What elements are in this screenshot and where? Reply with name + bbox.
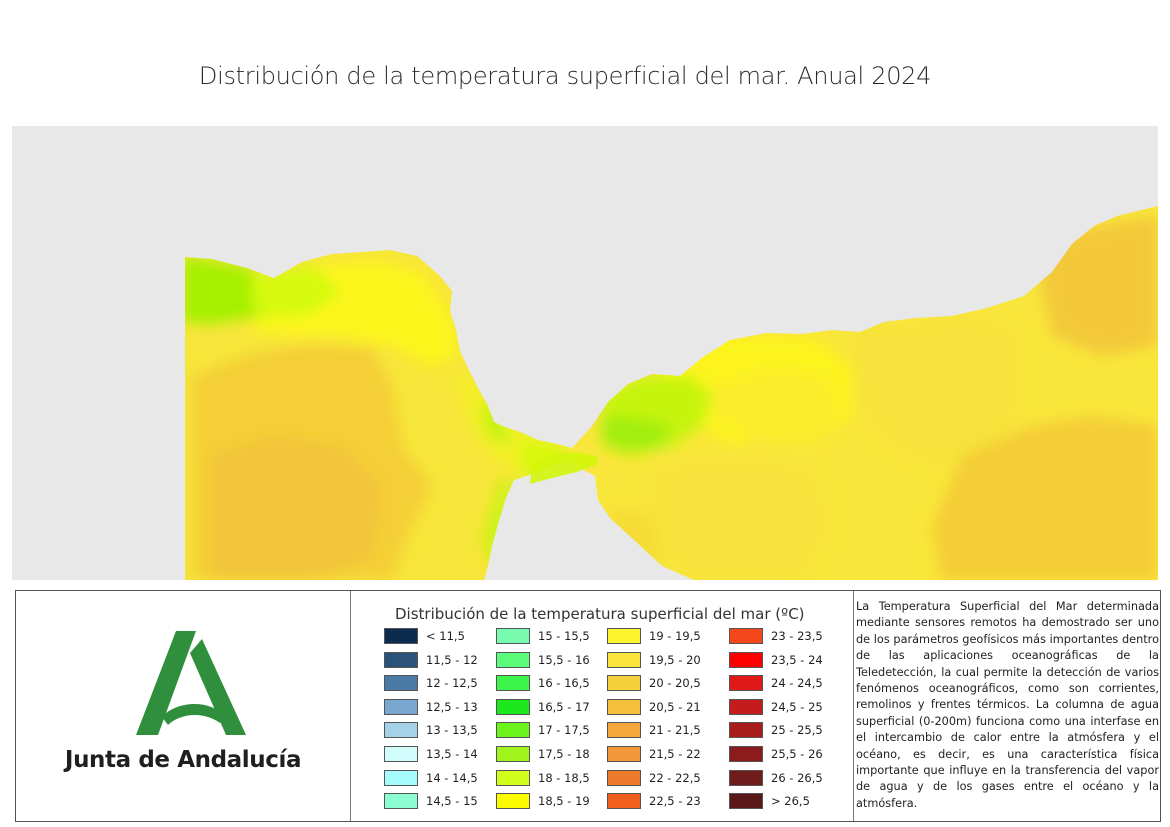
legend-swatch bbox=[496, 698, 530, 715]
legend-label: 16 - 16,5 bbox=[538, 676, 590, 691]
legend-swatch bbox=[384, 769, 418, 786]
legend-label: 13 - 13,5 bbox=[426, 723, 478, 738]
legend-label: 25 - 25,5 bbox=[771, 723, 823, 738]
legend-swatch bbox=[607, 769, 641, 786]
legend-swatch bbox=[496, 746, 530, 762]
legend: Distribución de la temperatura superfici… bbox=[351, 591, 854, 821]
legend-swatch bbox=[496, 651, 530, 668]
legend-label: 20,5 - 21 bbox=[649, 699, 701, 714]
legend-swatch bbox=[729, 769, 763, 786]
legend-swatch bbox=[607, 698, 641, 715]
legend-label: 17,5 - 18 bbox=[538, 747, 590, 761]
legend-swatch bbox=[384, 746, 418, 762]
legend-label: > 26,5 bbox=[771, 794, 810, 809]
legend-label: 11,5 - 12 bbox=[426, 652, 478, 667]
legend-label: 14,5 - 15 bbox=[426, 794, 478, 809]
legend-swatch bbox=[729, 722, 763, 739]
legend-swatch bbox=[607, 675, 641, 692]
legend-label: 18,5 - 19 bbox=[538, 794, 590, 809]
legend-label: 14 - 14,5 bbox=[426, 770, 478, 785]
description-block: La Temperatura Superficial del Mar deter… bbox=[854, 591, 1160, 821]
legend-label: 23,5 - 24 bbox=[771, 652, 823, 667]
legend-swatch bbox=[384, 793, 418, 810]
legend-swatch bbox=[384, 628, 418, 644]
legend-label: 21 - 21,5 bbox=[649, 723, 701, 738]
legend-label: 15,5 - 16 bbox=[538, 652, 590, 667]
description-text: La Temperatura Superficial del Mar deter… bbox=[856, 600, 1159, 810]
legend-swatch bbox=[729, 675, 763, 692]
legend-swatch bbox=[729, 793, 763, 810]
legend-label: 22 - 22,5 bbox=[649, 770, 701, 785]
legend-label: 24,5 - 25 bbox=[771, 699, 823, 714]
legend-swatch bbox=[729, 628, 763, 644]
legend-label: 23 - 23,5 bbox=[771, 629, 823, 643]
legend-label: 21,5 - 22 bbox=[649, 747, 701, 761]
legend-label: 20 - 20,5 bbox=[649, 676, 701, 691]
junta-andalucia-logo-icon bbox=[136, 631, 246, 735]
logo-a-left-stroke bbox=[136, 631, 196, 735]
legend-swatch bbox=[607, 746, 641, 762]
legend-swatch bbox=[496, 769, 530, 786]
strait-of-gibraltar bbox=[530, 452, 598, 484]
legend-label: 26 - 26,5 bbox=[771, 770, 823, 785]
legend-swatch bbox=[384, 722, 418, 739]
legend-label: < 11,5 bbox=[426, 629, 465, 643]
info-panel: Junta de Andalucía Distribución de la te… bbox=[15, 590, 1161, 822]
legend-label: 25,5 - 26 bbox=[771, 747, 823, 761]
legend-swatch bbox=[496, 675, 530, 692]
logo-a-crossbar bbox=[162, 703, 224, 725]
sea-temperature-map bbox=[12, 126, 1158, 580]
legend-swatch bbox=[384, 698, 418, 715]
legend-label: 24 - 24,5 bbox=[771, 676, 823, 691]
legend-label: 19 - 19,5 bbox=[649, 629, 701, 643]
legend-label: 13,5 - 14 bbox=[426, 747, 478, 761]
legend-swatch bbox=[607, 651, 641, 668]
legend-label: 18 - 18,5 bbox=[538, 770, 590, 785]
legend-swatch bbox=[607, 793, 641, 810]
legend-swatch bbox=[496, 628, 530, 644]
logo-text: Junta de Andalucía bbox=[64, 747, 302, 773]
legend-swatch bbox=[384, 651, 418, 668]
legend-swatch bbox=[729, 746, 763, 762]
legend-swatch bbox=[607, 722, 641, 739]
legend-label: 12 - 12,5 bbox=[426, 676, 478, 691]
legend-swatch bbox=[729, 651, 763, 668]
legend-label: 19,5 - 20 bbox=[649, 652, 701, 667]
legend-label: 16,5 - 17 bbox=[538, 699, 590, 714]
legend-label: 12,5 - 13 bbox=[426, 699, 478, 714]
legend-label: 17 - 17,5 bbox=[538, 723, 590, 738]
logo-a-right-stroke bbox=[190, 639, 246, 735]
legend-title: Distribución de la temperatura superfici… bbox=[395, 605, 805, 623]
legend-label: 15 - 15,5 bbox=[538, 629, 590, 643]
legend-swatch bbox=[496, 793, 530, 810]
logo-block: Junta de Andalucía bbox=[16, 591, 351, 821]
legend-label: 22,5 - 23 bbox=[649, 794, 701, 809]
legend-swatch bbox=[729, 698, 763, 715]
map-title: Distribución de la temperatura superfici… bbox=[198, 62, 932, 90]
legend-swatch bbox=[496, 722, 530, 739]
legend-swatch bbox=[607, 628, 641, 644]
legend-swatch bbox=[384, 675, 418, 692]
